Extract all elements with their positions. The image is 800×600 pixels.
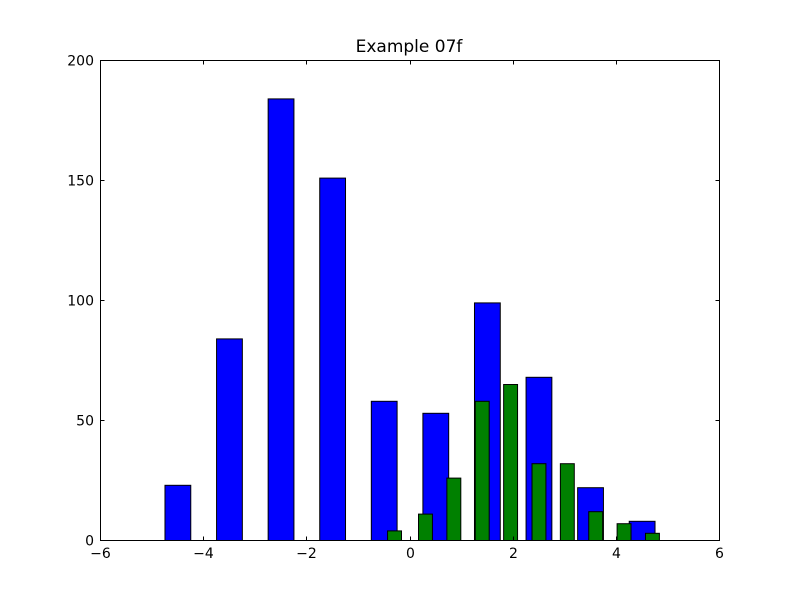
ticks-layer: −6 −4 −2 0 2 4 6 0 50 100 150 200	[67, 54, 724, 563]
bar-series-2	[644, 532, 660, 541]
x-tick-label: 0	[406, 546, 415, 562]
y-tick-label: 150	[67, 174, 94, 190]
y-tick-label: 200	[67, 54, 94, 70]
chart-title: Example 07f	[356, 37, 464, 57]
bar-series-2	[559, 463, 575, 542]
bar-series-2	[474, 400, 490, 541]
plot-frame	[100, 60, 720, 541]
bar-series-2	[531, 463, 547, 542]
bar-series-2	[446, 477, 462, 542]
bar-series-2	[616, 523, 632, 542]
bar-series-1	[370, 400, 398, 541]
x-tick-label: −2	[296, 546, 317, 562]
x-tick-label: 6	[715, 546, 724, 562]
y-tick-label: 0	[85, 534, 94, 550]
bar-series-2	[503, 384, 519, 541]
bar-series-1	[319, 177, 347, 541]
x-tick-label: −4	[193, 546, 214, 562]
bar-series-1	[216, 338, 243, 541]
x-tick-label: 2	[509, 546, 518, 562]
bar-series-2	[588, 511, 604, 542]
bars-layer	[164, 98, 660, 542]
x-tick-label: 4	[612, 546, 621, 562]
bar-series-1	[267, 98, 295, 542]
y-tick-label: 100	[67, 294, 94, 310]
bar-series-2	[418, 513, 433, 541]
y-tick-label: 50	[76, 414, 94, 430]
bar-series-2	[387, 530, 402, 542]
x-tick-label: −6	[90, 546, 111, 562]
bar-series-1	[164, 484, 192, 541]
